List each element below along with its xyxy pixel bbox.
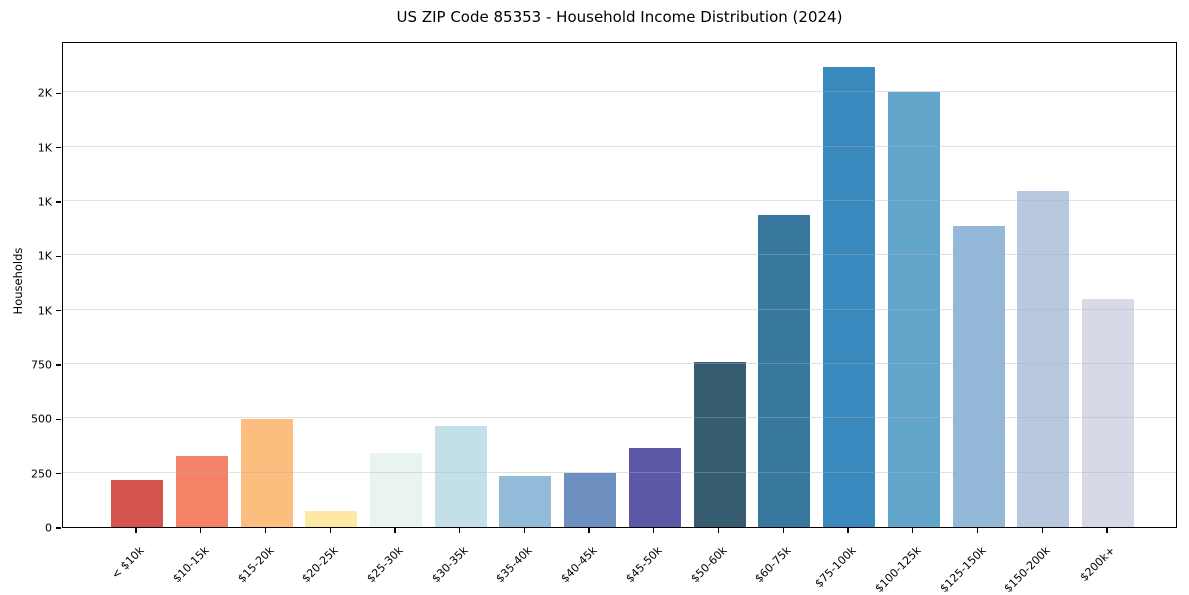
gridline	[63, 417, 1176, 419]
x-tick-mark	[523, 528, 526, 533]
bar	[240, 419, 293, 527]
y-tick-mark	[56, 146, 61, 149]
y-tick-mark	[56, 418, 61, 420]
gridline	[63, 200, 1176, 201]
bar	[111, 480, 163, 527]
y-tick-label: 1K	[37, 249, 52, 263]
x-tick-label: $50-60k	[687, 543, 730, 586]
y-tick-mark	[56, 92, 61, 94]
bar	[1017, 191, 1070, 527]
x-tick-label: $40-45k	[558, 543, 600, 586]
x-tick-mark	[1041, 528, 1043, 533]
bar	[758, 215, 811, 527]
y-tick-label: 750	[31, 358, 52, 372]
chart-title: US ZIP Code 85353 - Household Income Dis…	[396, 8, 843, 26]
x-tick-label: $20-25k	[299, 543, 341, 586]
x-tick-label: $60-75k	[752, 543, 794, 586]
bar	[305, 510, 358, 527]
y-tick-mark	[56, 255, 61, 257]
y-tick-label: 0	[45, 521, 52, 535]
x-tick-mark	[588, 528, 590, 533]
gridline	[63, 254, 1176, 256]
x-tick-mark	[717, 528, 720, 533]
x-tick-mark	[200, 528, 202, 533]
x-tick-mark	[782, 528, 784, 533]
x-tick-label: $30-35k	[429, 543, 471, 586]
y-tick-mark	[56, 364, 61, 366]
x-tick-mark	[264, 528, 267, 533]
x-tick-mark	[847, 528, 849, 533]
x-tick-label: $10-15k	[170, 543, 212, 586]
gridline	[63, 145, 1176, 147]
x-tick-label: $150-200k	[1001, 543, 1053, 595]
bar	[952, 226, 1005, 527]
y-tick-label: 250	[31, 467, 52, 481]
x-tick-mark	[976, 528, 979, 533]
gridline	[63, 91, 1176, 93]
y-tick-mark	[56, 473, 61, 475]
x-tick-label: $45-50k	[623, 543, 665, 586]
y-tick-mark	[56, 309, 61, 312]
x-tick-label: $100-125k	[872, 543, 924, 595]
gridline	[63, 308, 1176, 310]
x-tick-label: $25-30k	[364, 543, 406, 586]
x-tick-mark	[653, 528, 655, 533]
bar	[564, 472, 617, 527]
x-tick-mark	[394, 528, 396, 533]
x-tick-label: $125-150k	[936, 543, 989, 595]
y-tick-label: 500	[31, 412, 52, 426]
y-tick-label: 1K	[37, 195, 52, 209]
x-tick-mark	[329, 528, 331, 533]
bar	[887, 92, 940, 527]
y-tick-label: 2K	[37, 86, 52, 100]
bar	[369, 453, 422, 527]
bar	[434, 425, 487, 527]
y-tick-label: 1K	[37, 304, 52, 318]
bar	[175, 456, 228, 527]
x-tick-label: $35-40k	[493, 543, 535, 586]
x-tick-label: $75-100k	[812, 543, 859, 591]
bar	[693, 361, 746, 527]
y-tick-label: 1K	[37, 141, 52, 155]
x-tick-label: $15-20k	[234, 543, 277, 586]
gridline	[63, 363, 1176, 364]
x-tick-label: < $10k	[109, 543, 147, 582]
bar	[499, 475, 552, 527]
x-tick-mark	[135, 528, 137, 533]
bar	[628, 447, 681, 527]
x-tick-mark	[459, 528, 461, 533]
gridline	[63, 471, 1176, 473]
x-tick-mark	[1106, 528, 1108, 533]
bar	[823, 67, 875, 527]
y-tick-mark	[56, 527, 61, 529]
x-tick-label: $200k+	[1077, 543, 1118, 584]
x-tick-mark	[912, 528, 914, 533]
bar	[1082, 298, 1134, 527]
y-tick-mark	[56, 201, 61, 203]
plot-area	[62, 42, 1177, 528]
